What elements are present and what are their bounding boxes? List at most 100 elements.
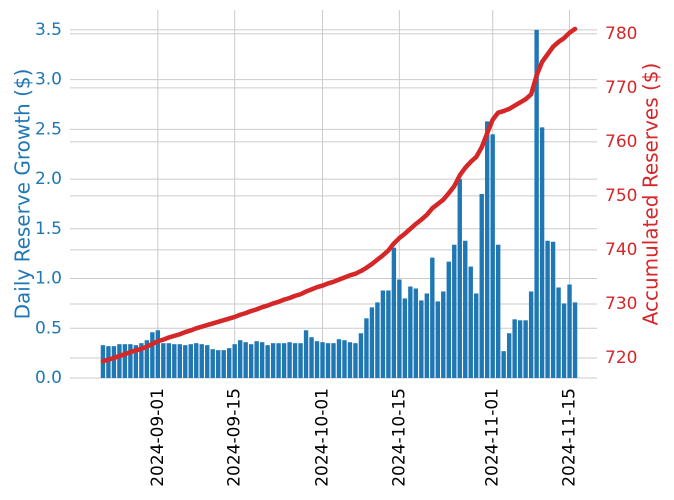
bar bbox=[144, 340, 150, 378]
y-tick-label: 2.5 bbox=[35, 119, 62, 139]
bar bbox=[172, 344, 177, 378]
bar bbox=[468, 266, 473, 378]
bar bbox=[408, 286, 413, 378]
bar bbox=[237, 340, 243, 378]
x-tick-label: 2024-11-01 bbox=[483, 388, 503, 487]
bar bbox=[397, 279, 402, 378]
bar bbox=[331, 343, 336, 378]
bar bbox=[117, 344, 122, 378]
x-tick-label: 2024-09-15 bbox=[225, 388, 245, 487]
bar bbox=[194, 343, 199, 378]
bar bbox=[292, 343, 298, 378]
bar bbox=[342, 340, 347, 378]
bar bbox=[309, 337, 314, 378]
bar bbox=[227, 348, 232, 378]
x-tick-label: 2024-10-01 bbox=[313, 388, 333, 487]
bar bbox=[128, 344, 133, 378]
bar bbox=[567, 284, 572, 378]
bar bbox=[572, 302, 578, 378]
y-tick-label: 0.0 bbox=[35, 368, 62, 388]
y-tick-label: 1.0 bbox=[35, 269, 62, 289]
bar bbox=[479, 194, 484, 378]
bar bbox=[265, 345, 270, 378]
bar bbox=[391, 247, 397, 378]
bar bbox=[314, 341, 320, 378]
bar bbox=[534, 29, 539, 378]
bar bbox=[435, 301, 440, 378]
bar bbox=[402, 298, 408, 378]
y-tick-label: 0.5 bbox=[35, 318, 62, 338]
bar bbox=[353, 343, 358, 378]
bar bbox=[150, 332, 155, 378]
bar bbox=[441, 291, 446, 378]
bar bbox=[232, 344, 237, 378]
bar bbox=[380, 290, 386, 378]
bar bbox=[139, 343, 144, 378]
bar bbox=[375, 302, 380, 378]
bar bbox=[474, 293, 479, 378]
bar bbox=[188, 344, 193, 378]
bar bbox=[122, 344, 128, 378]
y2-tick-label: 730 bbox=[605, 294, 637, 314]
bar bbox=[210, 349, 215, 378]
bar bbox=[287, 342, 292, 378]
bar bbox=[485, 121, 490, 378]
y-tick-label: 3.0 bbox=[35, 70, 62, 90]
bar bbox=[523, 320, 528, 378]
y-tick-label: 3.5 bbox=[35, 20, 62, 40]
bar bbox=[254, 341, 259, 378]
bar bbox=[386, 290, 391, 378]
bar bbox=[276, 343, 281, 378]
bar bbox=[303, 330, 309, 378]
bar bbox=[463, 240, 468, 378]
bar bbox=[298, 343, 303, 378]
bar bbox=[205, 345, 210, 378]
y2-tick-label: 740 bbox=[605, 240, 637, 260]
bar bbox=[111, 346, 117, 378]
bar bbox=[161, 343, 166, 378]
bar bbox=[281, 343, 287, 378]
y-tick-label: 1.5 bbox=[35, 219, 62, 239]
bar bbox=[413, 288, 419, 378]
y2-tick-label: 770 bbox=[605, 78, 637, 98]
bar bbox=[512, 319, 517, 378]
y2-tick-label: 750 bbox=[605, 186, 637, 206]
bar bbox=[550, 241, 556, 378]
y2-tick-label: 780 bbox=[605, 24, 637, 44]
bar bbox=[320, 342, 325, 378]
bar bbox=[506, 333, 512, 378]
bar bbox=[501, 351, 506, 378]
bar bbox=[358, 333, 364, 378]
bar bbox=[336, 339, 342, 378]
bar bbox=[243, 342, 248, 378]
bar bbox=[155, 330, 161, 378]
bar bbox=[430, 257, 435, 378]
bar bbox=[490, 134, 495, 378]
bar bbox=[270, 343, 276, 378]
x-tick-label: 2024-11-15 bbox=[560, 388, 580, 487]
bar bbox=[457, 179, 462, 378]
bar bbox=[199, 344, 204, 378]
y2-tick-label: 760 bbox=[605, 132, 637, 152]
y-axis-label: Daily Reserve Growth ($) bbox=[11, 69, 35, 320]
bar bbox=[177, 344, 182, 378]
y2-tick-label: 720 bbox=[605, 348, 637, 368]
line bbox=[100, 26, 578, 364]
bar bbox=[424, 293, 430, 378]
bar bbox=[495, 244, 501, 378]
y2-axis-label: Accumulated Reserves ($) bbox=[639, 63, 663, 326]
bar bbox=[133, 345, 139, 378]
bar bbox=[369, 307, 375, 378]
y-tick-label: 2.0 bbox=[35, 169, 62, 189]
bar bbox=[419, 300, 424, 378]
bar bbox=[347, 342, 353, 378]
bar bbox=[545, 240, 550, 378]
bar bbox=[452, 244, 457, 378]
bar bbox=[364, 318, 369, 378]
bar bbox=[517, 320, 523, 378]
x-tick-label: 2024-09-01 bbox=[148, 388, 168, 487]
bar bbox=[106, 346, 111, 378]
bar bbox=[446, 261, 451, 378]
bar bbox=[528, 291, 534, 378]
